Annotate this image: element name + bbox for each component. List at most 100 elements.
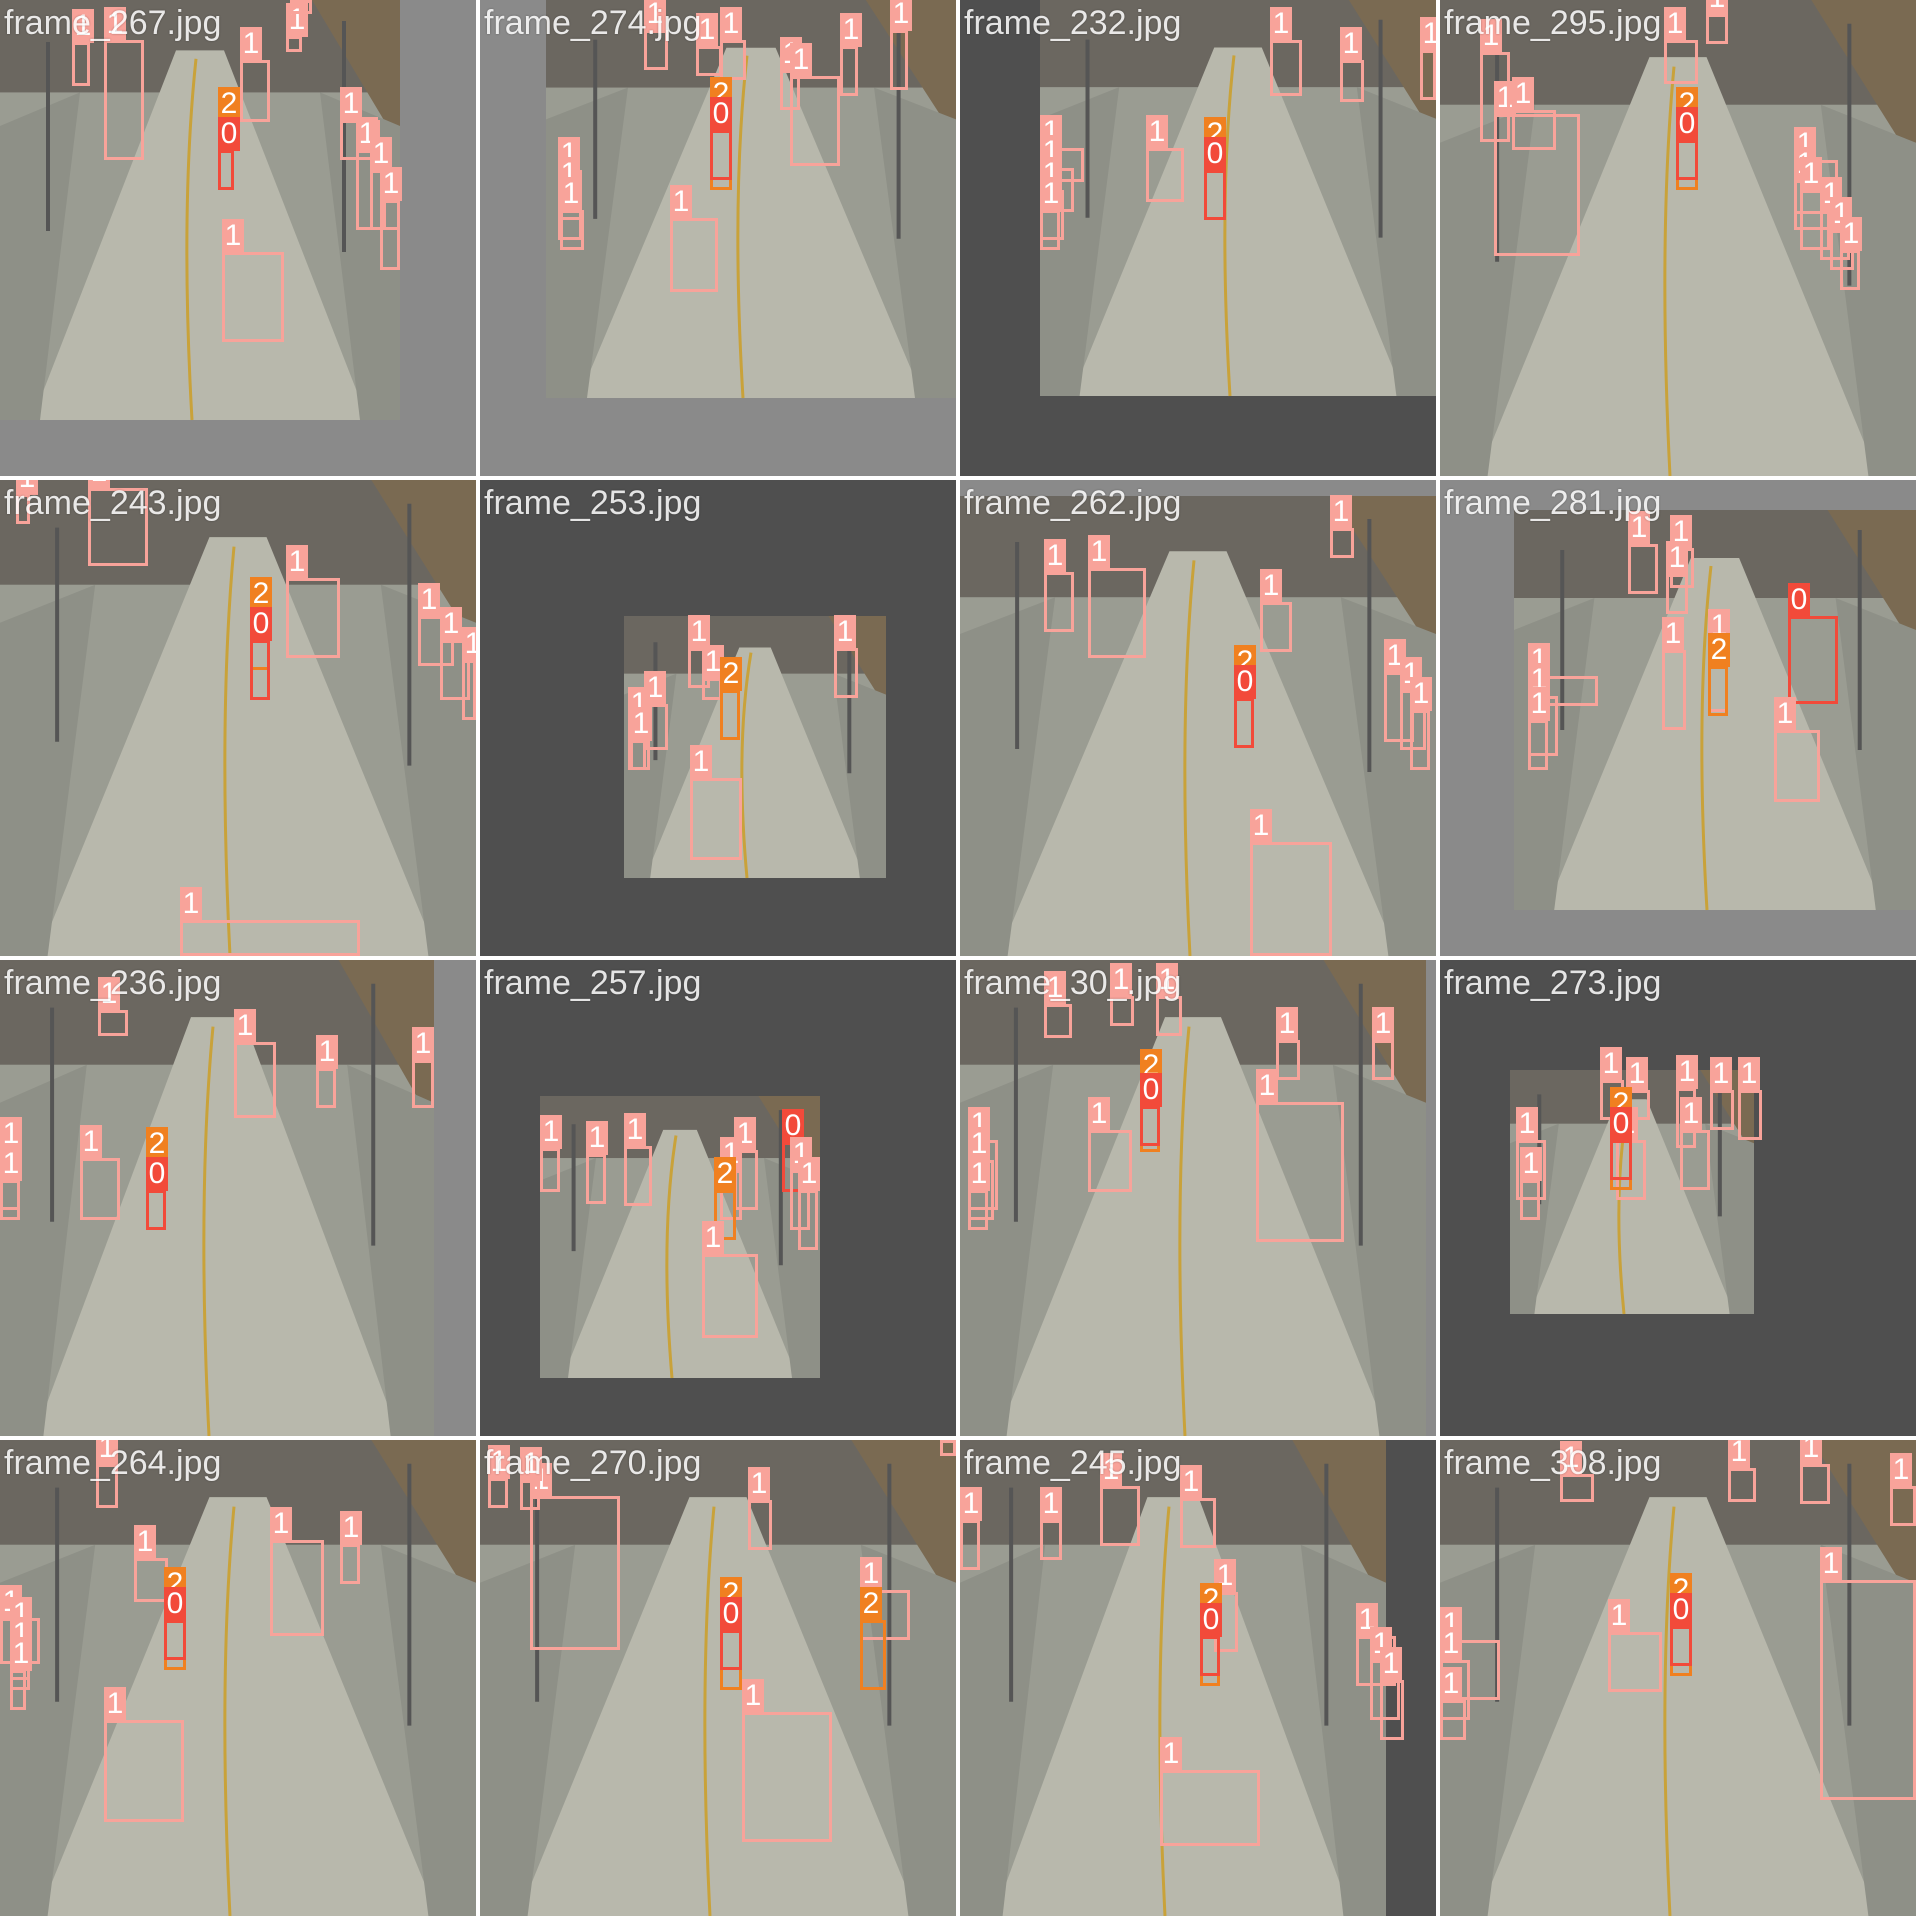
detection-box: 1 [316, 1068, 336, 1108]
detection-class-label: 1 [1160, 1737, 1182, 1771]
detection-box: 1 [380, 200, 400, 270]
mosaic-tile: frame_270.jpg1111201112 [480, 1440, 956, 1916]
detection-box: 1 [630, 740, 646, 770]
mosaic-tile: frame_308.jpg 1 1 1 1 1 2 0 1 1 1 1 [1440, 1440, 1916, 1916]
detection-box: 1 [530, 1496, 620, 1650]
detection-class-label: 2 [250, 577, 272, 611]
street-photo [0, 960, 434, 1436]
detection-class-label: 1 [316, 1035, 338, 1069]
detection-class-label: 1 [1890, 1453, 1912, 1487]
detection-box: 1 [104, 1720, 184, 1822]
mosaic-tile: frame_253.jpg 1 1 1 1 1 2 1 1 [480, 480, 956, 956]
tile-filename: frame_257.jpg [484, 964, 701, 1002]
tile-filename: frame_274.jpg [484, 4, 701, 42]
detection-box: 1 [270, 1540, 324, 1636]
mosaic-tile: frame_264.jpg11111201111 [0, 1440, 476, 1916]
detection-class-label: 1 [1626, 1057, 1648, 1091]
detection-box: 1 [1156, 996, 1182, 1036]
detection-class-label: 1 [688, 615, 710, 649]
street-photo [0, 480, 476, 956]
detection-class-label: 1 [1180, 1465, 1202, 1499]
detection-box: 1 [222, 252, 284, 342]
detection-class-label: 1 [1250, 809, 1272, 843]
detection-class-label: 1 [1330, 495, 1352, 529]
detection-class-label: 1 [1088, 535, 1110, 569]
detection-class-label: 1 [1662, 617, 1684, 651]
detection-class-label: 2 [218, 87, 240, 121]
tile-filename: frame_281.jpg [1444, 484, 1661, 522]
detection-box: 1 [1710, 1090, 1734, 1130]
street-photo [960, 496, 1436, 956]
detection-class-label: 1 [630, 707, 652, 741]
detection-box: 1 [1380, 1680, 1404, 1740]
detection-class-label: 1 [286, 545, 308, 579]
detection-class-label: 1 [180, 887, 202, 921]
detection-box: 1 [1100, 1486, 1140, 1546]
detection-box: 1 [1180, 1498, 1216, 1548]
tile-filename: frame_267.jpg [4, 4, 221, 42]
detection-box: 1 [696, 46, 722, 76]
detection-class-label: 1 [1276, 1007, 1298, 1041]
detection-box: 2 [1708, 666, 1728, 716]
mosaic-tile: frame_245.jpg 1 1 1 1 1 2 0 1 1 1 1 [960, 1440, 1436, 1916]
street-photo [540, 1096, 820, 1378]
detection-box: 1 [1044, 572, 1074, 632]
tile-filename: frame_253.jpg [484, 484, 701, 522]
detection-class-label: 1 [270, 1507, 292, 1541]
detection-class-label: 1 [440, 607, 462, 641]
detection-class-label: 1 [1528, 687, 1550, 721]
detection-class-label: 1 [1600, 1047, 1622, 1081]
detection-box: 1 [340, 1544, 360, 1584]
detection-box: 1 [1420, 50, 1436, 100]
detection-class-label: 1 [104, 1687, 126, 1721]
detection-class-label: 2 [714, 1157, 736, 1191]
detection-class-label: 1 [1040, 177, 1062, 211]
detection-box: 1 [1160, 1770, 1260, 1846]
detection-box: 1 [1664, 40, 1698, 84]
detection-class-label: 1 [1680, 1097, 1702, 1131]
detection-class-label: 0 [720, 1597, 742, 1631]
street-photo [1040, 0, 1436, 396]
street-photo [960, 960, 1426, 1436]
detection-box: 0 [1788, 616, 1838, 704]
detection-class-label: 1 [340, 1511, 362, 1545]
detection-class-label: 1 [1738, 1057, 1760, 1091]
detection-box: 2 [860, 1620, 886, 1690]
detection-class-label: 1 [1520, 1147, 1542, 1181]
detection-box: 1 [960, 1520, 980, 1570]
detection-class-label: 1 [586, 1121, 608, 1155]
detection-box: 1 [1706, 14, 1728, 44]
detection-box: 1 [742, 1712, 832, 1842]
detection-class-label: 1 [1040, 1487, 1062, 1521]
detection-box: 1 [1480, 52, 1510, 142]
detection-class-label: 1 [1440, 1627, 1462, 1661]
detection-class-label: 1 [690, 745, 712, 779]
detection-class-label: 1 [702, 1221, 724, 1255]
detection-box: 1 [80, 1158, 120, 1220]
detection-class-label: 1 [240, 27, 262, 61]
detection-box: 1 [720, 40, 746, 80]
detection-class-label: 1 [748, 1467, 770, 1501]
tile-scene [960, 960, 1436, 1436]
detection-box: 1 [1146, 148, 1184, 202]
detection-box: 1 [134, 1558, 168, 1602]
tile-filename: frame_264.jpg [4, 1444, 221, 1482]
detection-box: 0 [250, 640, 270, 700]
detection-class-label: 1 [1270, 7, 1292, 41]
detection-box: 1 [520, 1480, 540, 1510]
tile-scene [960, 0, 1436, 476]
detection-class-label: 1 [222, 219, 244, 253]
detection-class-label: 0 [1234, 665, 1256, 699]
detection-box: 1 [1270, 40, 1302, 96]
detection-class-label: 0 [1676, 107, 1698, 141]
detection-class-label: 0 [710, 97, 732, 131]
detection-box: 1 [1256, 1102, 1344, 1242]
mosaic-tile: frame_243.jpg111201111 [0, 480, 476, 956]
detection-box: 0 [1204, 170, 1226, 220]
detection-box: 1 [1840, 250, 1860, 290]
detection-box: 1 [1662, 650, 1686, 730]
detection-box: 1 [1372, 1040, 1394, 1080]
detection-class-label: 1 [968, 1127, 990, 1161]
detection-class-label: 1 [1256, 1069, 1278, 1103]
